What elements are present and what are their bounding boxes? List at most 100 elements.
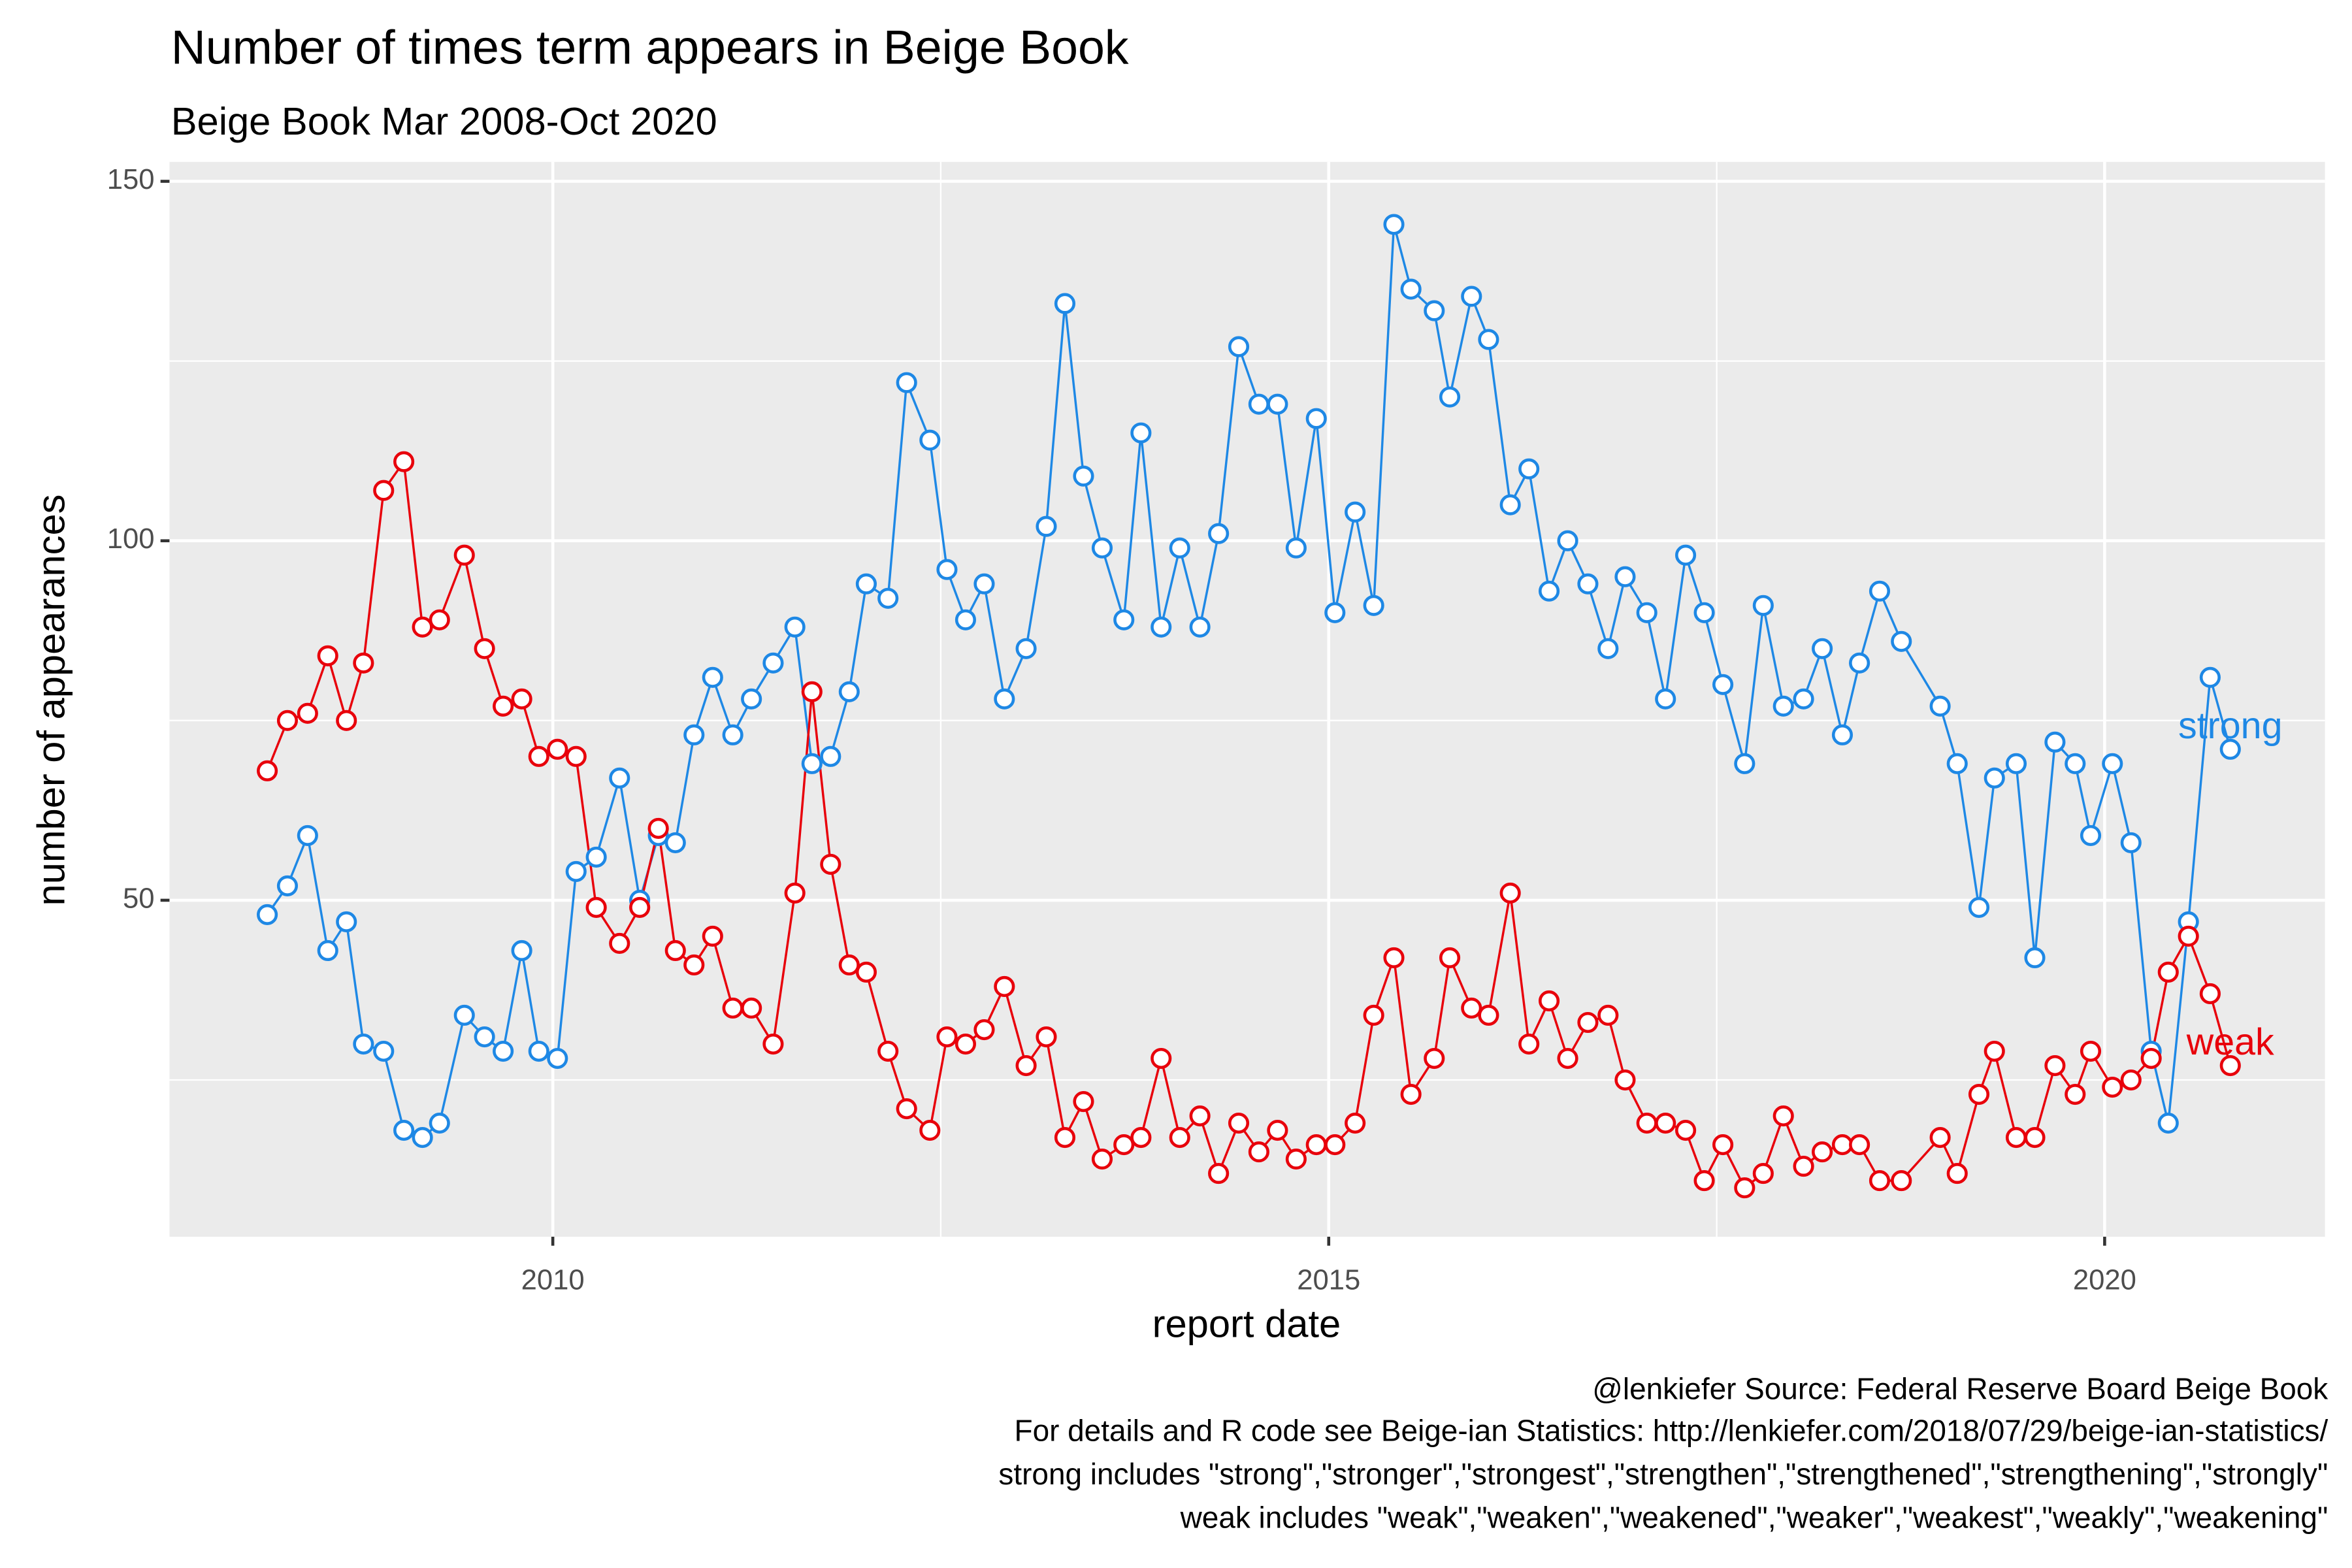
data-point (1499, 494, 1521, 515)
data-point (2024, 947, 2046, 969)
data-point (1538, 990, 1560, 1012)
data-point (585, 846, 607, 868)
data-point (2120, 1069, 2142, 1091)
data-point (1073, 465, 1094, 487)
data-point (1557, 1047, 1578, 1070)
data-point (784, 882, 806, 904)
data-point (2065, 753, 2086, 774)
data-point (664, 832, 686, 853)
data-point (855, 573, 877, 595)
data-point (2102, 753, 2123, 774)
data-point (784, 616, 806, 638)
data-point (393, 1120, 415, 1141)
data-point (820, 745, 841, 767)
data-point (1577, 1011, 1599, 1034)
data-point (1793, 688, 1814, 710)
data-point (257, 904, 278, 925)
data-point (353, 652, 374, 674)
data-point (1461, 997, 1482, 1019)
data-point (919, 1120, 941, 1141)
data-point (1693, 602, 1715, 623)
data-point (1891, 630, 1912, 652)
data-point (1968, 1083, 1990, 1105)
data-point (1461, 286, 1482, 307)
data-point (994, 975, 1015, 998)
data-point (2024, 1127, 2046, 1149)
data-point (896, 372, 917, 393)
data-point (1363, 1004, 1384, 1026)
data-point (317, 645, 338, 666)
data-point (1518, 1033, 1540, 1055)
data-point (1812, 1141, 1833, 1163)
data-point (664, 939, 686, 962)
data-point (1984, 767, 2005, 789)
data-point (2219, 738, 2241, 760)
data-point (702, 925, 723, 947)
data-point (1439, 386, 1461, 408)
data-point (2157, 961, 2179, 983)
data-point (1734, 753, 1756, 774)
data-point (1772, 1105, 1794, 1127)
data-point (1557, 530, 1578, 551)
data-point (2157, 1112, 2179, 1134)
data-point (1305, 1134, 1327, 1156)
data-point (511, 939, 532, 962)
data-point (973, 1019, 995, 1041)
data-point (412, 1127, 433, 1149)
data-point (1693, 1170, 1715, 1192)
y-tick-label: 50 (123, 883, 155, 914)
data-point (412, 616, 433, 638)
data-point (1712, 1134, 1734, 1156)
data-point (353, 1033, 374, 1055)
data-point (1984, 1040, 2005, 1062)
data-point (1424, 300, 1445, 321)
data-point (1324, 1134, 1346, 1156)
data-point (1636, 1112, 1658, 1134)
data-point (1228, 336, 1250, 357)
data-point (1597, 1004, 1619, 1026)
data-point (1614, 566, 1636, 587)
data-point (547, 1047, 568, 1070)
data-point (2080, 1040, 2102, 1062)
data-point (1499, 882, 1521, 904)
data-point (2005, 753, 2027, 774)
data-point (1891, 1170, 1912, 1192)
data-point (2005, 1127, 2027, 1149)
data-point (1324, 602, 1346, 623)
data-point (1946, 753, 1968, 774)
data-point (1812, 638, 1833, 659)
data-point (493, 1040, 514, 1062)
data-point (1015, 1054, 1037, 1077)
data-point (838, 681, 860, 702)
data-point (453, 1004, 475, 1026)
data-point (877, 1040, 899, 1062)
data-point (702, 666, 723, 688)
data-point (317, 939, 338, 962)
data-point (1636, 602, 1658, 623)
data-point (1831, 1134, 1854, 1156)
data-point (585, 896, 607, 918)
data-point (474, 638, 495, 659)
data-point (1655, 688, 1676, 710)
data-point (1248, 1141, 1269, 1163)
data-point (973, 573, 995, 595)
data-point (1208, 1163, 1230, 1184)
data-point (1363, 595, 1384, 616)
data-point (1285, 537, 1307, 559)
data-point (373, 480, 395, 501)
data-point (1929, 1127, 1951, 1149)
data-point (1248, 393, 1269, 415)
data-point (2102, 1076, 2123, 1098)
data-point (855, 961, 877, 983)
data-point (429, 609, 450, 630)
data-point (1091, 1149, 1113, 1170)
data-point (1946, 1163, 1968, 1184)
data-point (1577, 573, 1599, 595)
data-point (1772, 695, 1794, 717)
data-point (1151, 1047, 1172, 1070)
data-point (1478, 329, 1499, 350)
data-point (511, 688, 532, 710)
data-point (1674, 544, 1697, 566)
caption: @lenkiefer Source: Federal Reserve Board… (998, 1371, 2328, 1534)
data-point (762, 652, 784, 674)
